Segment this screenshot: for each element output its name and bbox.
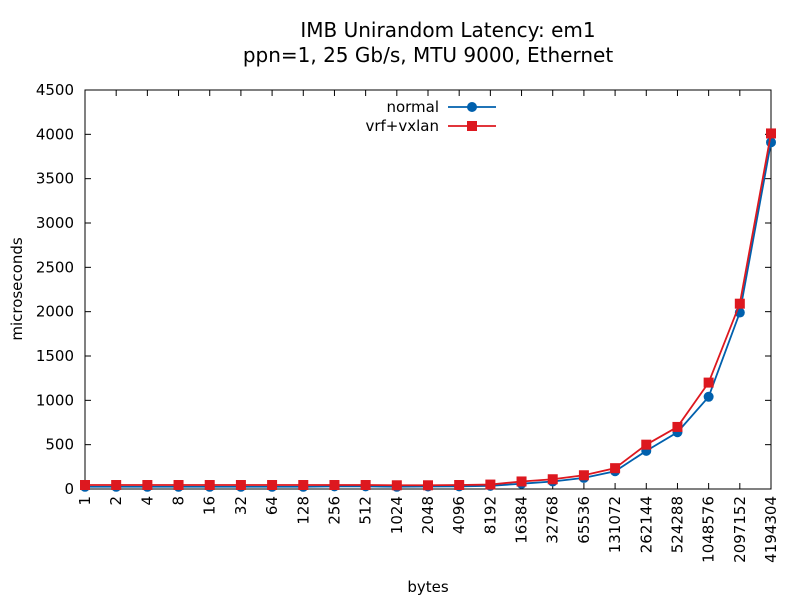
plot-border [84,89,772,490]
data-point [298,480,309,491]
y-axis-label: microseconds [8,237,26,341]
data-point [516,476,527,487]
y-tick-label: 1500 [36,347,74,365]
x-tick-label: 128 [294,496,312,525]
data-point [267,480,278,491]
chart-subtitle: ppn=1, 25 Gb/s, MTU 9000, Ethernet [243,43,614,67]
x-tick-label: 1024 [388,496,406,534]
y-tick-label: 2000 [36,303,74,321]
x-axis-label: bytes [407,578,449,596]
x-tick-label: 65536 [575,496,593,544]
data-point [142,480,153,491]
data-point [423,480,433,491]
data-point [766,128,776,139]
x-tick-label: 2 [107,496,125,506]
data-point [547,474,558,485]
legend-label: vrf+vxlan [365,117,439,135]
data-point [173,480,184,491]
x-tick-label: 2048 [419,496,437,534]
data-point [391,480,402,491]
series-normal [80,137,776,492]
legend-marker [467,121,477,131]
data-point [80,480,90,491]
x-tick-label: 8192 [481,496,499,534]
data-point [485,479,496,490]
data-point [360,480,371,491]
series-line [85,133,772,487]
y-tick-label: 4500 [36,81,74,99]
data-point [703,377,714,388]
x-tick-label: 256 [325,496,343,525]
data-point [235,480,246,491]
x-tick-label: 262144 [637,496,655,553]
y-tick-label: 3000 [36,214,74,232]
x-tick-label: 524288 [668,496,686,553]
x-tick-label: 131072 [606,496,624,553]
y-tick-label: 3500 [36,170,74,188]
legend-label: normal [386,98,439,116]
y-tick-label: 2500 [36,258,74,276]
data-point [454,480,465,491]
x-tick-label: 1048576 [700,496,718,563]
data-point [766,137,776,148]
x-tick-label: 512 [357,496,375,525]
x-tick-label: 16384 [513,496,531,544]
x-tick-label: 4096 [450,496,468,534]
data-point [672,421,683,432]
data-point [111,480,122,491]
data-point [578,470,589,481]
x-tick-label: 32768 [544,496,562,544]
x-tick-label: 8 [170,496,188,506]
x-tick-label: 4194304 [762,496,780,563]
x-tick-label: 32 [232,496,250,515]
series-line [85,142,772,488]
y-tick-label: 1000 [36,391,74,409]
x-tick-label: 4 [138,496,156,506]
legend-marker [467,102,477,112]
x-tick-label: 64 [263,496,281,515]
data-point [734,298,745,309]
y-tick-label: 4000 [36,125,74,143]
y-tick-label: 0 [64,480,74,498]
y-tick-label: 500 [45,436,74,454]
x-tick-label: 1 [76,496,94,506]
data-point [703,391,714,402]
data-point [329,480,340,491]
x-tick-label: 2097152 [731,496,749,563]
series-vrf-vxlan [80,128,776,491]
chart-title: IMB Unirandom Latency: em1 [300,18,595,42]
data-point [610,463,621,474]
series-layer [80,128,776,492]
y-axis: 0 500 1000 1500 2000 2500 3000 3500 4000 4500 [36,81,771,498]
x-tick-label: 16 [201,496,219,515]
data-point [641,439,652,450]
data-point [204,480,215,491]
x-axis: 1 2 4 8 16 32 64 128 256 512 1024 2048 4096 8192 16384… [76,90,780,563]
